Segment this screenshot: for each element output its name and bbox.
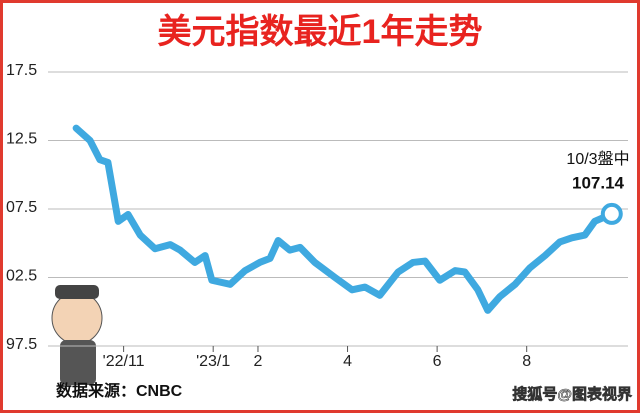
y-tick-label: 02.5 [6,268,37,285]
end-marker [600,202,623,225]
x-tick-label: 4 [343,353,352,370]
y-tick-label: 12.5 [6,131,37,148]
source: 数据来源：CNBC [56,381,183,400]
y-tick-label: 97.5 [6,336,37,353]
watermark: 搜狐号@图表视界 [512,385,632,403]
y-tick-label: 17.5 [6,62,37,79]
line [72,124,616,314]
value-label: 107.14 [572,173,625,192]
annotation: 10/3盤中 [566,150,629,168]
mascot [51,285,103,385]
x-tick-label: '22/11 [103,353,145,370]
y-tick-label: 07.5 [6,199,37,216]
x-tick-label: 2 [254,353,263,370]
chart-title: 美元指数最近1年走势 [158,13,483,51]
x-tick-label: '23/1 [196,353,230,370]
x-tick-label: 6 [433,353,442,370]
x-tick-label: 8 [522,353,531,370]
